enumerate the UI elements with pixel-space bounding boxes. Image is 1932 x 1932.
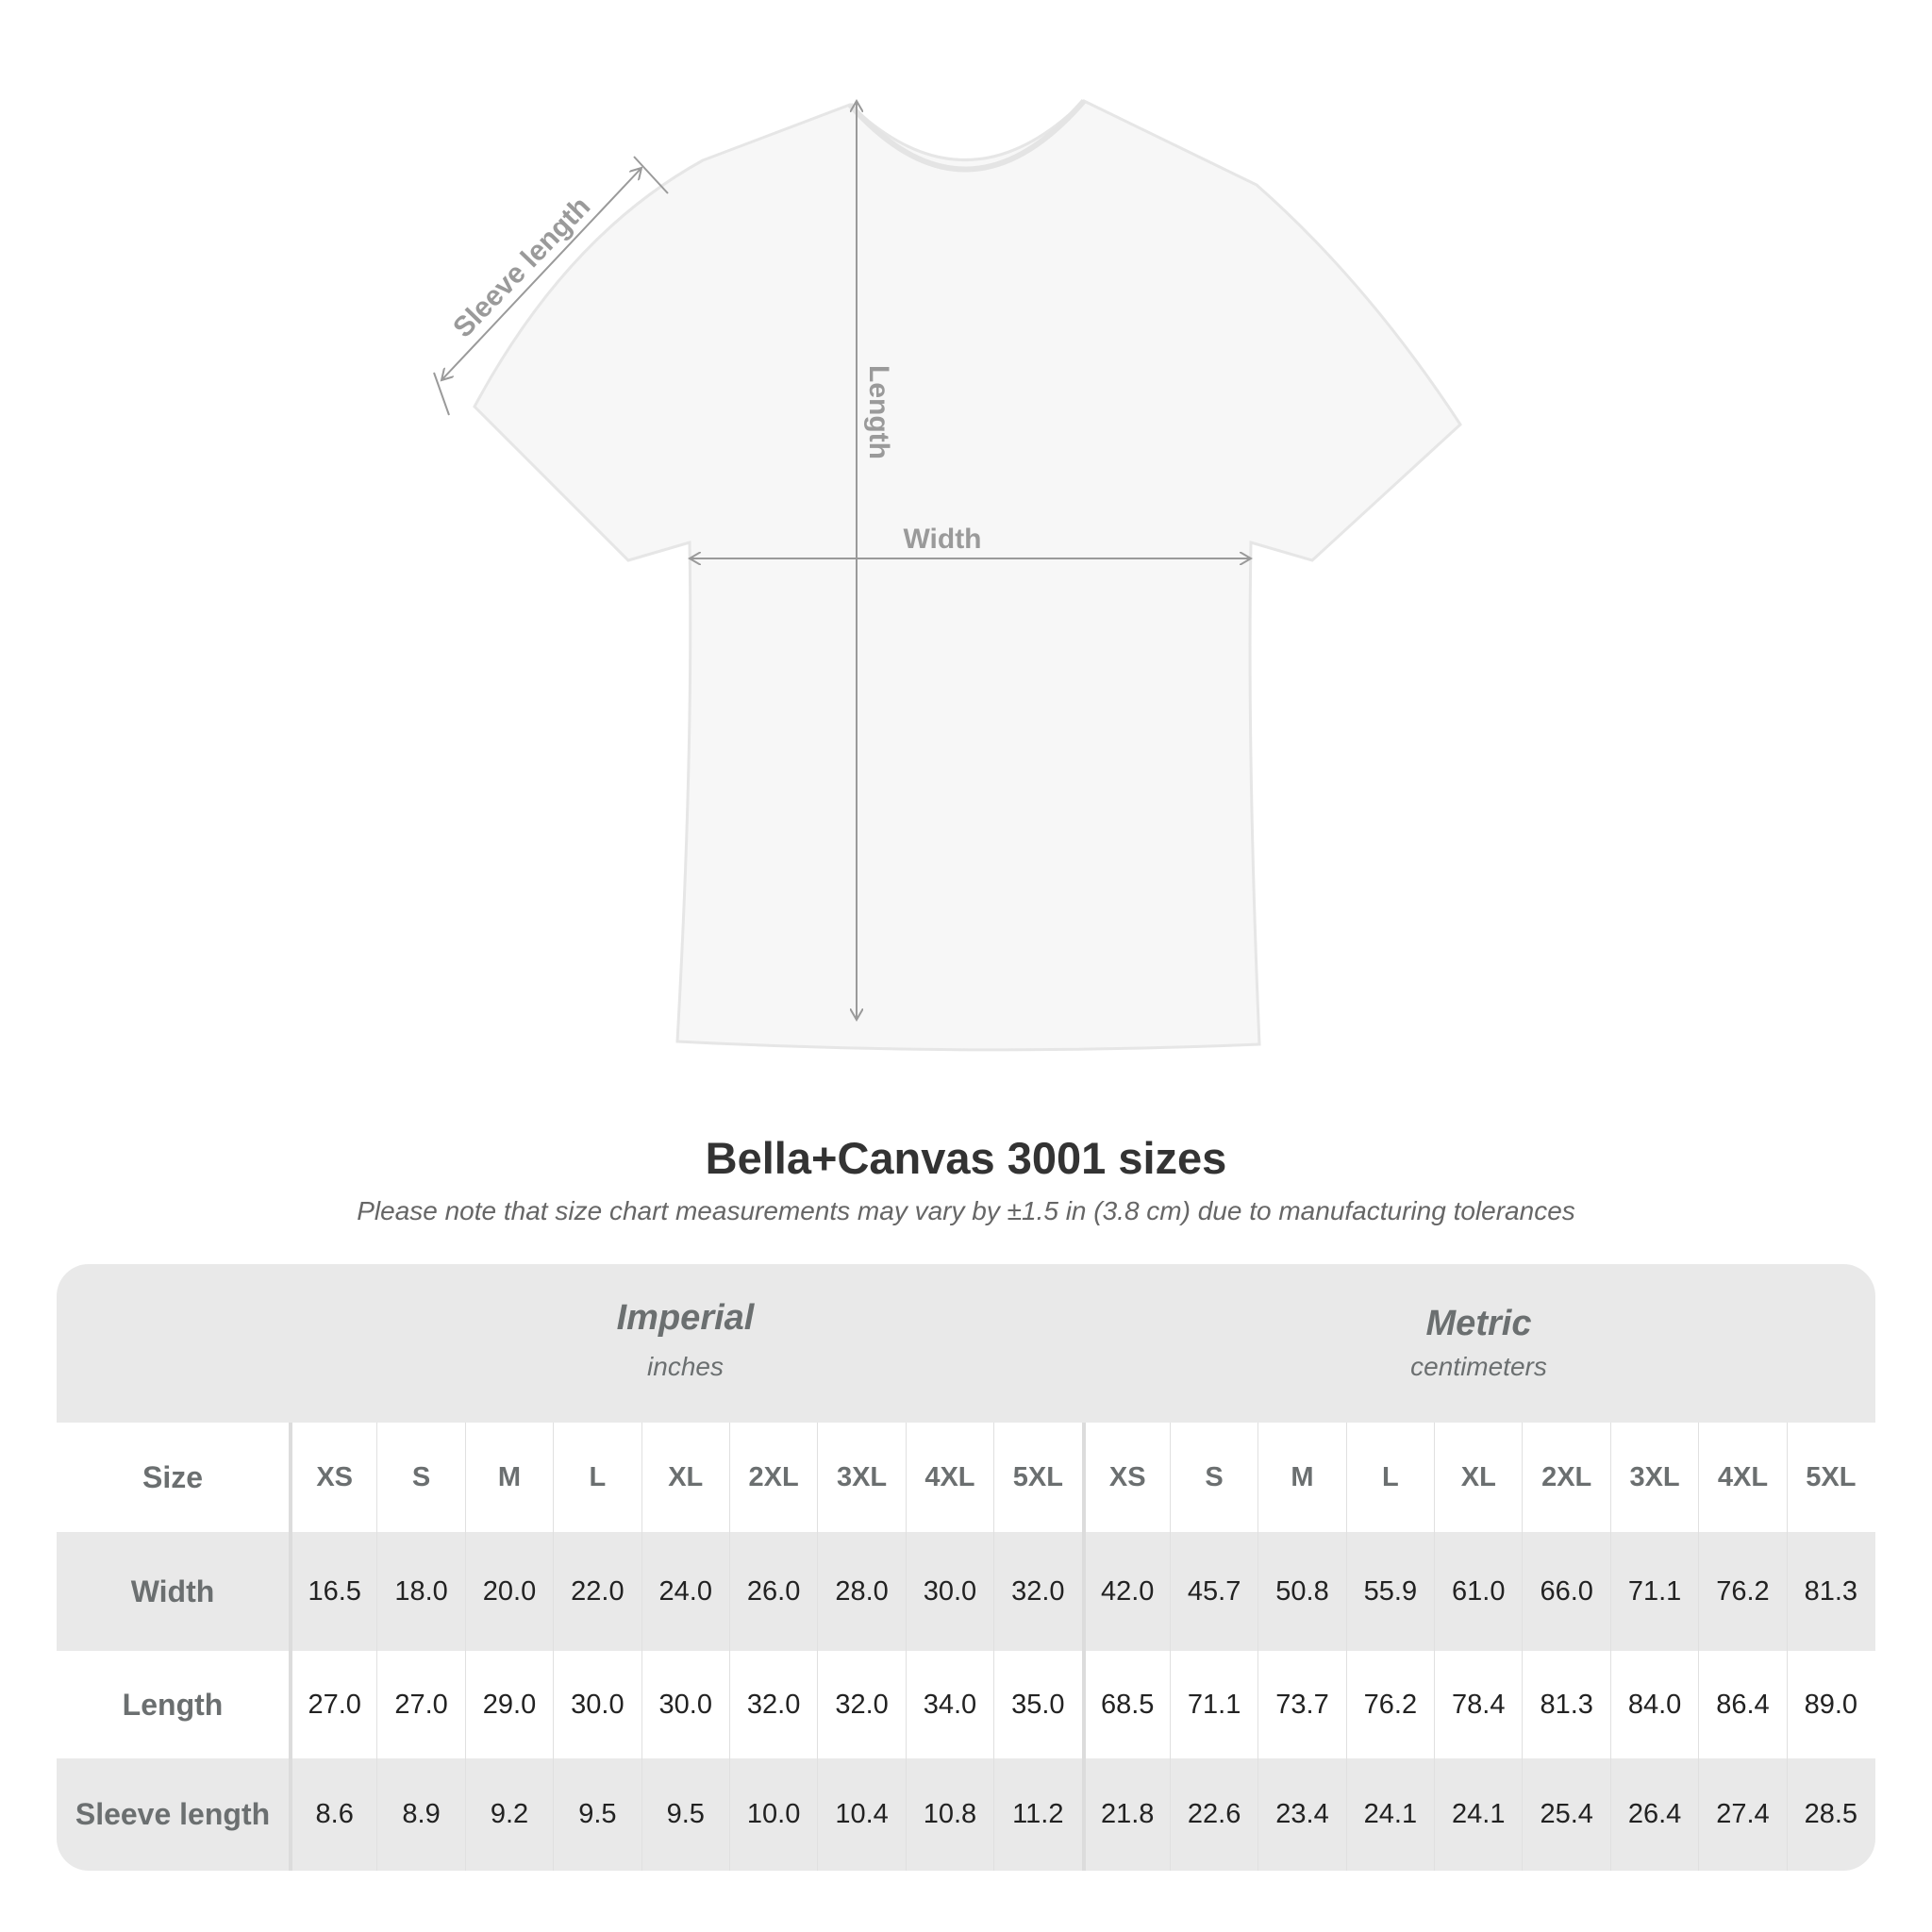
- value-imperial: 9.2: [464, 1758, 553, 1871]
- value-metric: 22.6: [1169, 1758, 1257, 1871]
- value-metric: 26.4: [1609, 1758, 1698, 1871]
- value-metric: 73.7: [1257, 1651, 1345, 1758]
- size-metric: 4XL: [1698, 1423, 1786, 1532]
- value-metric: 89.0: [1786, 1651, 1874, 1758]
- value-metric: 76.2: [1345, 1651, 1434, 1758]
- size-metric: XL: [1434, 1423, 1522, 1532]
- value-metric: 66.0: [1522, 1532, 1609, 1651]
- size-imperial: 3XL: [817, 1423, 905, 1532]
- value-metric: 55.9: [1345, 1532, 1434, 1651]
- size-metric: L: [1345, 1423, 1434, 1532]
- value-imperial: 27.0: [289, 1651, 376, 1758]
- size-metric: XS: [1081, 1423, 1170, 1532]
- value-imperial: 28.0: [817, 1532, 905, 1651]
- row-label: Sleeve length: [75, 1797, 271, 1831]
- value-metric: 86.4: [1698, 1651, 1786, 1758]
- row-label: Size: [142, 1459, 204, 1494]
- value-imperial: 8.9: [376, 1758, 464, 1871]
- size-metric: 3XL: [1609, 1423, 1698, 1532]
- value-imperial: 9.5: [641, 1758, 729, 1871]
- size-imperial: 2XL: [728, 1423, 817, 1532]
- value-metric: 23.4: [1257, 1758, 1345, 1871]
- value-metric: 81.3: [1786, 1532, 1874, 1651]
- sleeve-length-arrow: [441, 168, 641, 380]
- value-imperial: 26.0: [728, 1532, 817, 1651]
- value-imperial: 30.0: [641, 1651, 729, 1758]
- value-imperial: 22.0: [553, 1532, 641, 1651]
- value-imperial: 34.0: [905, 1651, 993, 1758]
- value-imperial: 10.0: [728, 1758, 817, 1871]
- size-imperial: XL: [641, 1423, 729, 1532]
- value-metric: 81.3: [1522, 1651, 1609, 1758]
- value-metric: 25.4: [1522, 1758, 1609, 1871]
- value-imperial: 16.5: [289, 1532, 376, 1651]
- value-imperial: 18.0: [376, 1532, 464, 1651]
- page-title: Bella+Canvas 3001 sizes: [705, 1133, 1227, 1183]
- table-row: Length 27.0 27.0 29.0 30.0 30.0 32.0 32.0 34.0 35…: [57, 1651, 1875, 1758]
- value-imperial: 11.2: [993, 1758, 1081, 1871]
- size-metric: M: [1257, 1423, 1345, 1532]
- value-imperial: 20.0: [464, 1532, 553, 1651]
- value-metric: 68.5: [1081, 1651, 1170, 1758]
- value-metric: 45.7: [1169, 1532, 1257, 1651]
- size-table: Imperial inches Metric centimeters Size X…: [57, 1264, 1875, 1871]
- tshirt-shape: [473, 99, 1462, 1052]
- value-imperial: 29.0: [464, 1651, 553, 1758]
- value-metric: 71.1: [1169, 1651, 1257, 1758]
- size-metric: 5XL: [1786, 1423, 1874, 1532]
- metric-title: Metric: [1425, 1304, 1532, 1343]
- value-metric: 24.1: [1345, 1758, 1434, 1871]
- size-imperial: 4XL: [905, 1423, 993, 1532]
- value-imperial: 9.5: [553, 1758, 641, 1871]
- value-metric: 28.5: [1786, 1758, 1874, 1871]
- value-imperial: 8.6: [289, 1758, 376, 1871]
- row-label: Width: [130, 1574, 215, 1608]
- value-imperial: 10.8: [905, 1758, 993, 1871]
- value-metric: 84.0: [1609, 1651, 1698, 1758]
- table-row: Width 16.5 18.0 20.0 22.0 24.0 26.0 28.0 30.0 32.…: [57, 1532, 1875, 1651]
- value-metric: 61.0: [1434, 1532, 1522, 1651]
- value-imperial: 35.0: [993, 1651, 1081, 1758]
- value-imperial: 24.0: [641, 1532, 729, 1651]
- size-metric: S: [1169, 1423, 1257, 1532]
- metric-header: Metric centimeters: [1082, 1264, 1875, 1423]
- size-metric: 2XL: [1522, 1423, 1609, 1532]
- size-imperial: L: [553, 1423, 641, 1532]
- value-imperial: 32.0: [728, 1651, 817, 1758]
- value-metric: 27.4: [1698, 1758, 1786, 1871]
- value-metric: 42.0: [1081, 1532, 1170, 1651]
- metric-unit: centimeters: [1410, 1352, 1547, 1381]
- tshirt-diagram: Sleeve length Length Width: [433, 0, 1462, 1052]
- value-imperial: 30.0: [553, 1651, 641, 1758]
- size-imperial: 5XL: [993, 1423, 1081, 1532]
- size-header-row: Size XS S M L XL 2XL 3XL 4XL 5XL XS S M L XL 2XL 3XL 4XL 5…: [57, 1423, 1875, 1532]
- imperial-header: Imperial inches: [289, 1264, 1082, 1423]
- value-metric: 71.1: [1609, 1532, 1698, 1651]
- size-imperial: XS: [289, 1423, 376, 1532]
- value-imperial: 32.0: [817, 1651, 905, 1758]
- value-metric: 21.8: [1081, 1758, 1170, 1871]
- tolerance-note: Please note that size chart measurements…: [357, 1196, 1575, 1225]
- value-imperial: 27.0: [376, 1651, 464, 1758]
- table-row: Sleeve length 8.6 8.9 9.2 9.5 9.5 10.0 10.4 10.8…: [57, 1758, 1875, 1871]
- value-imperial: 30.0: [905, 1532, 993, 1651]
- imperial-title: Imperial: [616, 1298, 755, 1338]
- size-imperial: S: [376, 1423, 464, 1532]
- imperial-unit: inches: [647, 1352, 724, 1381]
- width-label: Width: [903, 524, 981, 555]
- value-imperial: 32.0: [993, 1532, 1081, 1651]
- value-metric: 24.1: [1434, 1758, 1522, 1871]
- length-label: Length: [863, 365, 894, 459]
- value-metric: 50.8: [1257, 1532, 1345, 1651]
- value-imperial: 10.4: [817, 1758, 905, 1871]
- size-imperial: M: [464, 1423, 553, 1532]
- value-metric: 78.4: [1434, 1651, 1522, 1758]
- value-metric: 76.2: [1698, 1532, 1786, 1651]
- row-label: Length: [122, 1687, 224, 1722]
- collar: [847, 99, 1087, 173]
